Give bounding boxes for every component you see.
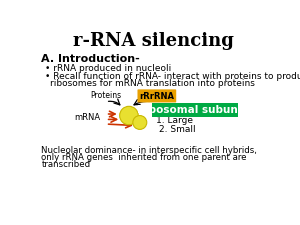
Text: r-RNA silencing: r-RNA silencing <box>73 32 234 50</box>
FancyBboxPatch shape <box>152 103 238 117</box>
Text: ribosomes for mRNA translation into proteins: ribosomes for mRNA translation into prot… <box>50 79 255 88</box>
Text: Proteins: Proteins <box>90 91 121 100</box>
Circle shape <box>133 116 147 129</box>
Circle shape <box>120 106 138 125</box>
Text: rRrRNA: rRrRNA <box>140 92 174 101</box>
FancyBboxPatch shape <box>137 89 176 102</box>
Text: 1. Large: 1. Large <box>156 117 193 126</box>
Text: transcribed: transcribed <box>41 160 91 169</box>
Text: A. Introduction-: A. Introduction- <box>41 54 140 64</box>
Text: • rRNA produced in nucleoli: • rRNA produced in nucleoli <box>45 64 172 73</box>
Text: Nucleolar dominance- in interspecific cell hybrids,: Nucleolar dominance- in interspecific ce… <box>41 146 257 155</box>
Text: only rRNA genes  inherited from one parent are: only rRNA genes inherited from one paren… <box>41 153 247 162</box>
Text: 2. Small: 2. Small <box>159 125 196 134</box>
Text: mRNA: mRNA <box>75 112 101 122</box>
Text: • Recall function of rRNA- interact with proteins to produce: • Recall function of rRNA- interact with… <box>45 72 300 81</box>
Text: Ribosomal subunits: Ribosomal subunits <box>137 105 253 115</box>
